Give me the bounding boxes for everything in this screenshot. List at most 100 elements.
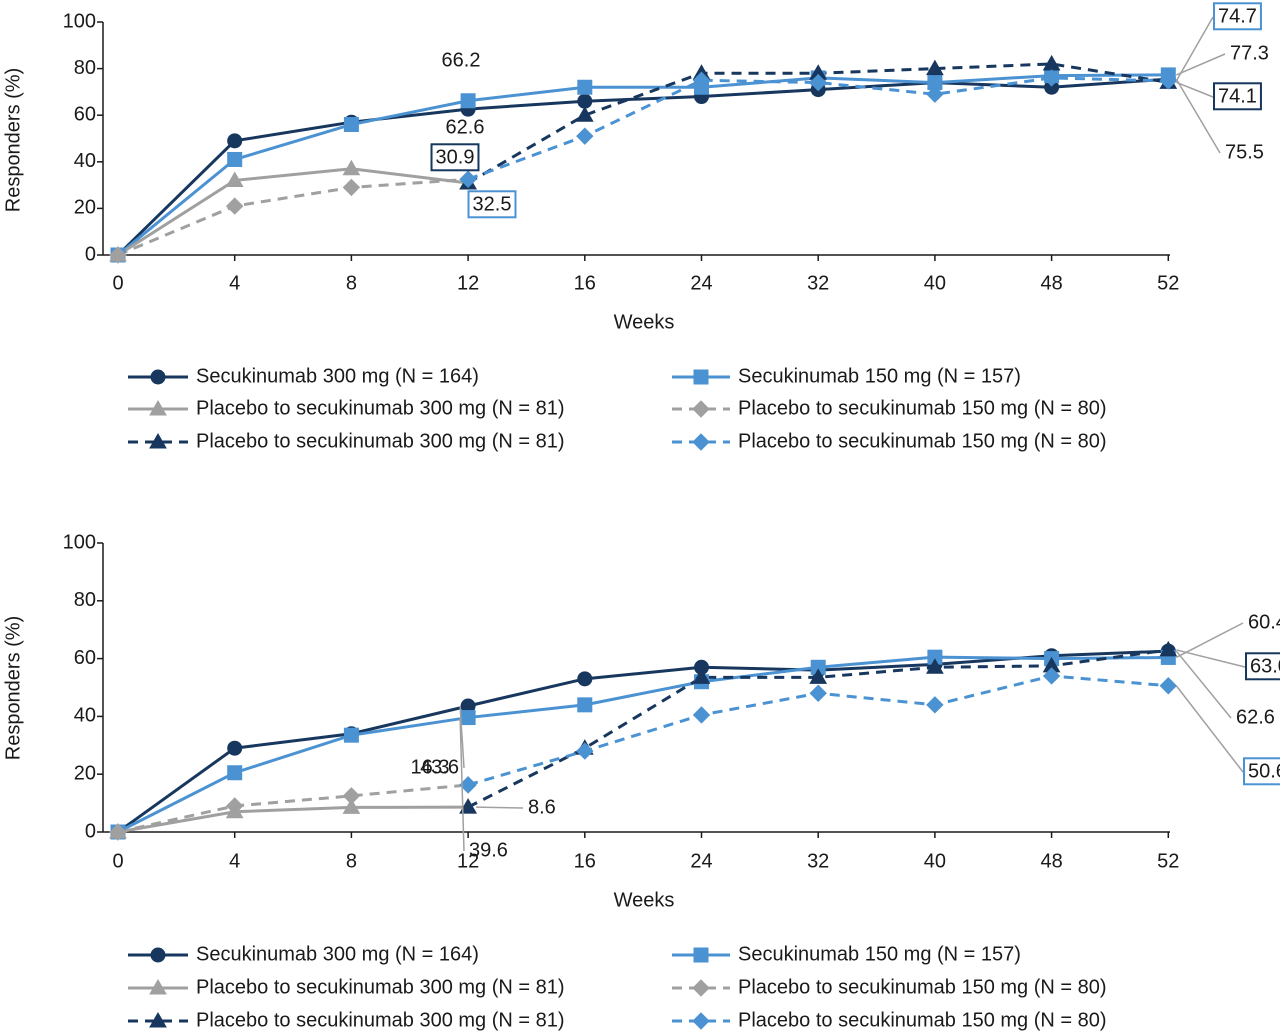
data-label: 75.5 (1225, 141, 1264, 163)
leader-line (1176, 649, 1246, 668)
data-label: 62.6 (1236, 706, 1275, 728)
marker (692, 979, 710, 997)
marker (692, 668, 711, 684)
x-tick-label: 24 (690, 850, 712, 872)
legend-label: Placebo to secukinumab 150 mg (N = 80) (738, 1009, 1107, 1031)
data-label: 30.9 (436, 146, 475, 168)
data-label: 8.6 (528, 796, 556, 818)
marker (692, 1012, 710, 1030)
leader-line (1175, 650, 1232, 719)
marker (809, 684, 827, 702)
marker (225, 797, 244, 815)
y-tick-label: 60 (74, 647, 96, 669)
leader-line (459, 717, 465, 852)
series-line (117, 805, 469, 834)
y-tick-label: 60 (74, 103, 96, 125)
marker (149, 432, 167, 449)
marker (460, 93, 476, 109)
series-line (116, 77, 1169, 257)
leader-line (459, 705, 465, 769)
x-tick-label: 24 (690, 272, 712, 294)
marker (577, 671, 593, 687)
data-label: 74.7 (1218, 5, 1257, 27)
series-line (117, 655, 1169, 834)
leader-line (1175, 16, 1214, 82)
y-tick-label: 20 (74, 762, 96, 784)
label-box (1245, 652, 1280, 681)
y-axis-label: Responders (%) (2, 68, 24, 213)
series-line (117, 649, 1169, 834)
x-tick-label: 0 (112, 272, 123, 294)
x-axis-label: Weeks (614, 889, 675, 911)
marker (1159, 677, 1178, 695)
x-tick-label: 12 (457, 272, 479, 294)
x-tick-label: 32 (807, 272, 829, 294)
data-label: 43.6 (420, 756, 459, 778)
x-tick-label: 12 (457, 850, 479, 872)
legend-label: Secukinumab 300 mg (N = 164) (196, 365, 479, 387)
marker (149, 978, 167, 995)
marker (149, 399, 167, 416)
marker (926, 59, 944, 76)
y-tick-label: 80 (74, 57, 96, 79)
series-line (117, 783, 469, 834)
label-box (467, 190, 517, 219)
marker (227, 133, 243, 149)
x-tick-label: 8 (346, 850, 357, 872)
marker (692, 400, 710, 418)
marker (577, 79, 593, 95)
marker (576, 127, 594, 145)
legend-label: Secukinumab 150 mg (N = 157) (738, 365, 1021, 387)
x-tick-label: 4 (229, 850, 240, 872)
marker (227, 740, 243, 756)
marker (227, 151, 243, 167)
label-box (1213, 82, 1262, 111)
data-label: 63.0 (1250, 655, 1280, 677)
x-tick-label: 52 (1157, 850, 1179, 872)
marker (109, 246, 127, 264)
x-axis-label: Weeks (614, 311, 675, 333)
data-label: 39.6 (469, 839, 508, 861)
marker (342, 798, 361, 814)
marker (926, 85, 944, 103)
x-tick-label: 16 (574, 850, 596, 872)
x-tick-label: 48 (1040, 850, 1062, 872)
y-tick-label: 40 (74, 705, 96, 727)
series-line (117, 167, 469, 257)
marker (693, 947, 709, 963)
marker (1159, 640, 1178, 657)
marker (460, 710, 476, 726)
marker (926, 658, 944, 674)
y-tick-label: 20 (74, 197, 96, 219)
marker (926, 696, 944, 714)
x-tick-label: 40 (924, 850, 946, 872)
data-label: 66.2 (442, 49, 481, 71)
leader-line (476, 806, 524, 809)
y-tick-label: 0 (85, 820, 96, 842)
legend-label: Placebo to secukinumab 300 mg (N = 81) (196, 397, 565, 419)
leader-line (1175, 685, 1244, 773)
x-tick-label: 16 (574, 272, 596, 294)
marker (149, 1011, 167, 1028)
data-label: 62.6 (446, 116, 485, 138)
marker (692, 433, 710, 451)
series-line (117, 73, 1169, 257)
x-tick-label: 32 (807, 850, 829, 872)
marker (576, 742, 594, 760)
y-tick-label: 80 (74, 589, 96, 611)
marker (577, 697, 593, 713)
data-label: 50.6 (1248, 760, 1280, 782)
data-label: 32.5 (473, 193, 512, 215)
x-tick-label: 40 (924, 272, 946, 294)
data-label: 16.3 (411, 756, 450, 778)
label-box (1243, 757, 1280, 786)
series-line (117, 177, 469, 257)
label-box (430, 143, 480, 172)
leader-line (1175, 78, 1221, 154)
y-axis-label: Responders (%) (2, 616, 24, 761)
legend-label: Secukinumab 300 mg (N = 164) (196, 943, 479, 965)
data-label: 60.4 (1248, 611, 1280, 633)
leader-line (1175, 622, 1244, 659)
marker (809, 73, 827, 92)
label-box (1213, 2, 1262, 31)
